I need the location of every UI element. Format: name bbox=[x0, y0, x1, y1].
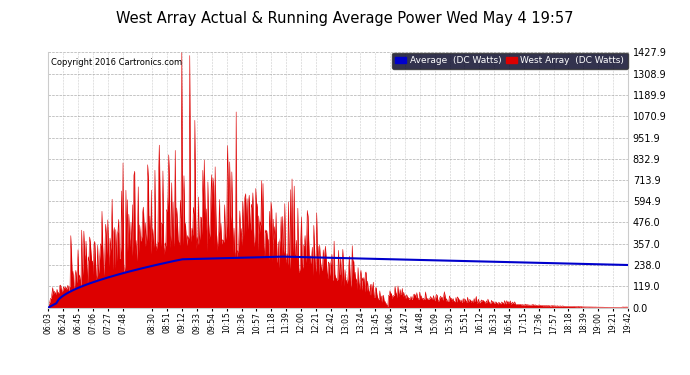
Legend: Average  (DC Watts), West Array  (DC Watts): Average (DC Watts), West Array (DC Watts… bbox=[392, 53, 628, 69]
Text: West Array Actual & Running Average Power Wed May 4 19:57: West Array Actual & Running Average Powe… bbox=[116, 11, 574, 26]
Text: Copyright 2016 Cartronics.com: Copyright 2016 Cartronics.com bbox=[51, 58, 182, 67]
